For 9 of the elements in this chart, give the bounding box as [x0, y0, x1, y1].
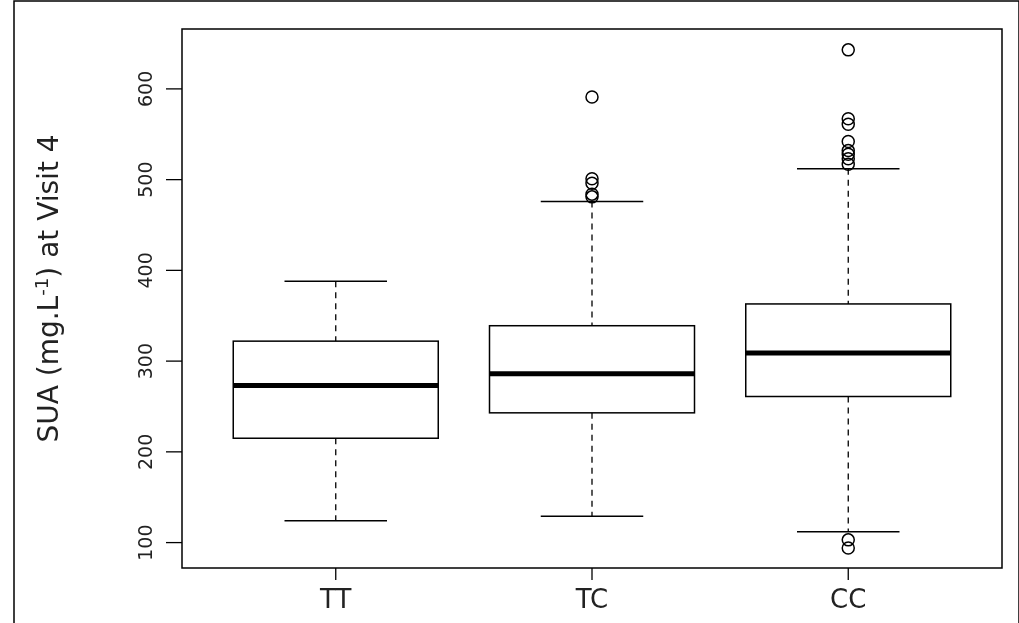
y-tick-label: 400: [134, 252, 156, 289]
y-tick-label: 200: [134, 433, 156, 470]
y-tick-label: 300: [134, 342, 156, 380]
x-tick-label: TC: [574, 584, 609, 614]
y-tick-label: 600: [134, 70, 156, 108]
y-tick-label: 500: [134, 161, 156, 198]
y-tick-label: 100: [134, 524, 156, 561]
x-tick-label: CC: [830, 584, 867, 614]
x-tick-label: TT: [319, 584, 352, 614]
